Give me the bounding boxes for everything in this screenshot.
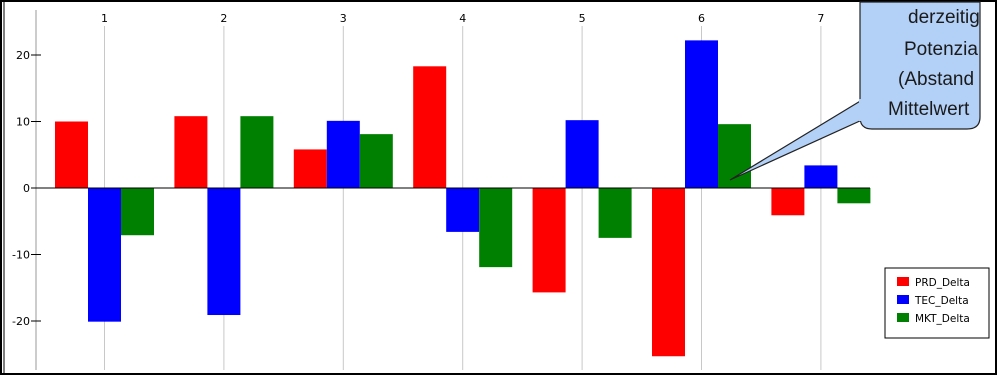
- y-tick-label: 20: [16, 49, 30, 62]
- bar-tec-delta-5: [565, 120, 599, 188]
- bar-tec-delta-1: [88, 188, 121, 322]
- legend-swatch: [897, 277, 909, 286]
- legend-swatch: [897, 313, 909, 322]
- legend: PRD_Delta TEC_Delta MKT_Delta: [884, 267, 990, 339]
- bar-tec-delta-6: [685, 40, 718, 189]
- y-tick-label: 0: [23, 182, 30, 195]
- x-tick-label: 2: [220, 12, 227, 25]
- bar-tec-delta-7: [804, 165, 838, 188]
- bar-tec-delta-2: [207, 188, 241, 316]
- x-tick-label: 3: [340, 12, 347, 25]
- bar-tec-delta-3: [326, 120, 360, 188]
- bar-prd-delta-3: [293, 149, 327, 188]
- x-tick-label: 7: [817, 12, 824, 25]
- callout-line-3: (Abstand: [898, 69, 974, 90]
- legend-label: MKT_Delta: [915, 313, 970, 325]
- y-tick-label: 10: [16, 116, 30, 129]
- bar-tec-delta-4: [446, 188, 480, 232]
- bar-mkt-delta-4: [479, 188, 513, 268]
- legend-label: TEC_Delta: [914, 295, 969, 307]
- x-tick-label: 6: [698, 12, 705, 25]
- x-tick-labels: 1 2 3 4 5 6 7: [101, 12, 824, 25]
- legend-label: PRD_Delta: [915, 277, 970, 289]
- bar-mkt-delta-2: [240, 116, 274, 188]
- bar-prd-delta-2: [174, 116, 208, 188]
- callout-line-2: Potenzia: [904, 39, 978, 60]
- callout-pointer: [729, 99, 863, 181]
- x-tick-label: 1: [101, 12, 108, 25]
- bar-prd-delta-7: [771, 188, 805, 216]
- y-axis: -20 -10 0 10 20: [12, 10, 41, 370]
- callout-pointer-mask: [859, 99, 863, 121]
- bar-prd-delta-1: [55, 121, 88, 188]
- bar-prd-delta-6: [652, 188, 685, 357]
- bar-prd-delta-4: [413, 66, 447, 188]
- y-tick-label: -10: [12, 249, 30, 262]
- y-tick-label: -20: [12, 315, 30, 328]
- bar-mkt-delta-1: [121, 188, 154, 236]
- callout-bubble: derzeitig Potenzia (Abstand Mittelwert: [729, 1, 981, 181]
- callout-shape: [859, 1, 981, 130]
- bar-mkt-delta-5: [598, 188, 632, 238]
- legend-swatch: [897, 295, 909, 304]
- bar-prd-delta-5: [532, 188, 566, 293]
- bar-mkt-delta-7: [837, 188, 871, 204]
- bar-mkt-delta-3: [359, 134, 393, 188]
- x-tick-label: 4: [459, 12, 466, 25]
- callout-line-4: Mittelwert: [888, 99, 970, 120]
- bar-series: [55, 40, 871, 357]
- x-tick-label: 5: [579, 12, 586, 25]
- callout-line-1: derzeitig: [908, 7, 980, 28]
